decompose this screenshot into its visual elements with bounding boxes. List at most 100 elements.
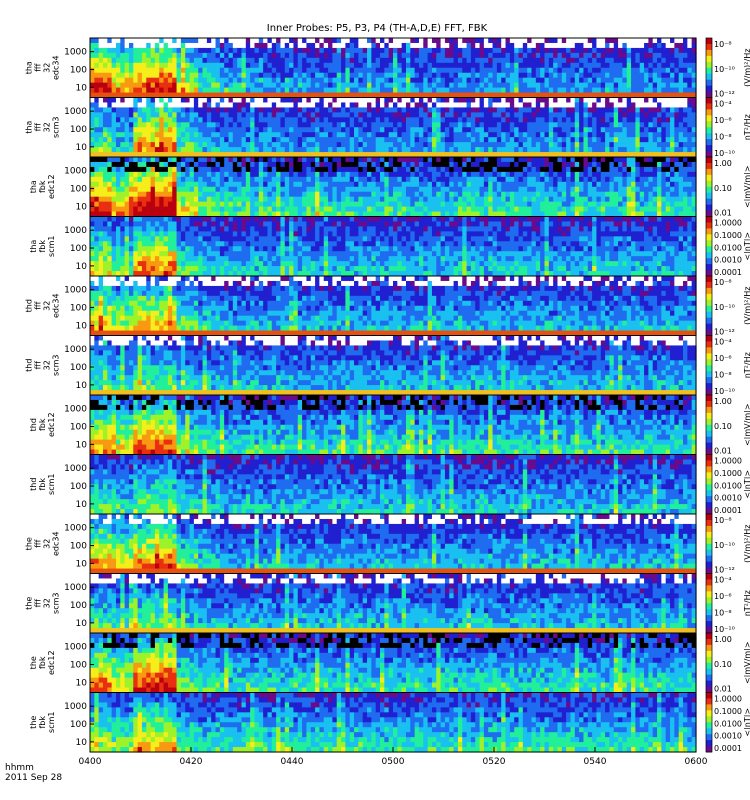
spectrogram-cell bbox=[522, 161, 528, 168]
spectrogram-cell bbox=[297, 152, 303, 158]
spectrogram-cell bbox=[553, 42, 559, 49]
spectrogram-cell bbox=[94, 57, 100, 64]
spectrogram-cell bbox=[280, 112, 286, 118]
spectrogram-cell bbox=[284, 62, 290, 69]
spectrogram-cell bbox=[215, 52, 221, 59]
spectrogram-cell bbox=[544, 186, 550, 193]
spectrogram-cell bbox=[237, 122, 243, 128]
spectrogram-cell bbox=[639, 137, 645, 143]
spectrogram-cell bbox=[276, 87, 282, 94]
spectrogram-cell bbox=[280, 142, 286, 148]
spectrogram-cell bbox=[557, 171, 563, 178]
spectrogram-cell bbox=[431, 122, 437, 128]
spectrogram-cell bbox=[453, 112, 459, 118]
spectrogram-cell bbox=[635, 161, 641, 168]
spectrogram-cell bbox=[592, 176, 598, 183]
spectrogram-cell bbox=[453, 166, 459, 173]
spectrogram-cell bbox=[159, 181, 165, 188]
spectrogram-cell bbox=[405, 77, 411, 84]
spectrogram-cell bbox=[137, 137, 143, 143]
spectrogram-cell bbox=[631, 72, 636, 79]
spectrogram-cell bbox=[345, 117, 351, 123]
spectrogram-cell bbox=[535, 206, 541, 213]
spectrogram-cell bbox=[483, 97, 489, 104]
spectrogram-cell bbox=[167, 112, 173, 118]
spectrogram-cell bbox=[98, 127, 104, 133]
spectrogram-cell bbox=[457, 47, 463, 54]
spectrogram-cell bbox=[470, 87, 476, 94]
spectrogram-cell bbox=[540, 157, 546, 163]
spectrogram-cell bbox=[470, 206, 476, 213]
spectrogram-cell bbox=[289, 211, 295, 218]
spectrogram-cell bbox=[488, 42, 494, 49]
spectrogram-cell bbox=[159, 201, 165, 208]
colorbar-swatch bbox=[706, 55, 712, 63]
spectrogram-cell bbox=[219, 152, 225, 158]
spectrogram-cell bbox=[449, 176, 455, 183]
spectrogram-cell bbox=[652, 47, 658, 54]
spectrogram-cell bbox=[535, 38, 541, 44]
spectrogram-cell bbox=[167, 171, 173, 178]
spectrogram-cell bbox=[657, 157, 662, 163]
spectrogram-cell bbox=[206, 191, 212, 198]
spectrogram-cell bbox=[172, 52, 178, 59]
spectrogram-cell bbox=[206, 132, 212, 138]
spectrogram-cell bbox=[626, 122, 632, 128]
spectrogram-cell bbox=[449, 206, 455, 213]
spectrogram-cell bbox=[592, 181, 598, 188]
spectrogram-cell bbox=[163, 122, 169, 128]
spectrogram-cell bbox=[388, 102, 394, 109]
spectrogram-cell bbox=[141, 62, 147, 69]
spectrogram-cell bbox=[453, 57, 459, 64]
spectrogram-cell bbox=[154, 196, 160, 203]
spectrogram-cell bbox=[626, 67, 632, 74]
spectrogram-cell bbox=[644, 47, 649, 54]
spectrogram-cell bbox=[211, 92, 217, 99]
spectrogram-cell bbox=[505, 117, 511, 123]
spectrogram-cell bbox=[531, 181, 537, 188]
spectrogram-cell bbox=[384, 191, 390, 198]
spectrogram-cell bbox=[263, 166, 269, 173]
spectrogram-cell bbox=[133, 122, 139, 128]
spectrogram-cell bbox=[219, 117, 225, 123]
spectrogram-cell bbox=[219, 52, 225, 59]
spectrogram-cell bbox=[107, 112, 113, 118]
spectrogram-cell bbox=[427, 87, 433, 94]
spectrogram-cell bbox=[150, 191, 156, 198]
spectrogram-cell bbox=[323, 171, 329, 178]
spectrogram-cell bbox=[388, 181, 394, 188]
spectrogram-cell bbox=[457, 72, 463, 79]
spectrogram-cell bbox=[124, 166, 130, 173]
spectrogram-cell bbox=[440, 42, 446, 49]
spectrogram-cell bbox=[566, 47, 572, 54]
spectrogram-cell bbox=[440, 196, 446, 203]
spectrogram-cell bbox=[154, 72, 160, 79]
spectrogram-cell bbox=[293, 97, 299, 104]
spectrogram-cell bbox=[306, 127, 312, 133]
spectrogram-cell bbox=[206, 142, 212, 148]
spectrogram-cell bbox=[691, 38, 697, 44]
spectrogram-cell bbox=[219, 57, 225, 64]
spectrogram-cell bbox=[670, 122, 675, 128]
spectrogram-cell bbox=[124, 62, 130, 69]
spectrogram-cell bbox=[215, 77, 221, 84]
spectrogram-cell bbox=[678, 127, 684, 133]
spectrogram-cell bbox=[137, 211, 143, 218]
spectrogram-cell bbox=[683, 42, 688, 49]
spectrogram-cell bbox=[384, 72, 390, 79]
spectrogram-cell bbox=[639, 102, 645, 109]
spectrogram-cell bbox=[202, 62, 208, 69]
spectrogram-cell bbox=[652, 201, 658, 208]
spectrogram-cell bbox=[670, 97, 675, 104]
frequency-tick-label: 100 bbox=[70, 66, 87, 76]
spectrogram-cell bbox=[189, 171, 195, 178]
spectrogram-cell bbox=[414, 112, 420, 118]
spectrogram-cell bbox=[267, 191, 273, 198]
spectrogram-cell bbox=[115, 142, 121, 148]
spectrogram-cell bbox=[124, 186, 130, 193]
spectrogram-cell bbox=[345, 72, 351, 79]
spectrogram-cell bbox=[652, 181, 658, 188]
spectrogram-cell bbox=[384, 117, 390, 123]
spectrogram-cell bbox=[206, 62, 212, 69]
spectrogram-cell bbox=[440, 77, 446, 84]
